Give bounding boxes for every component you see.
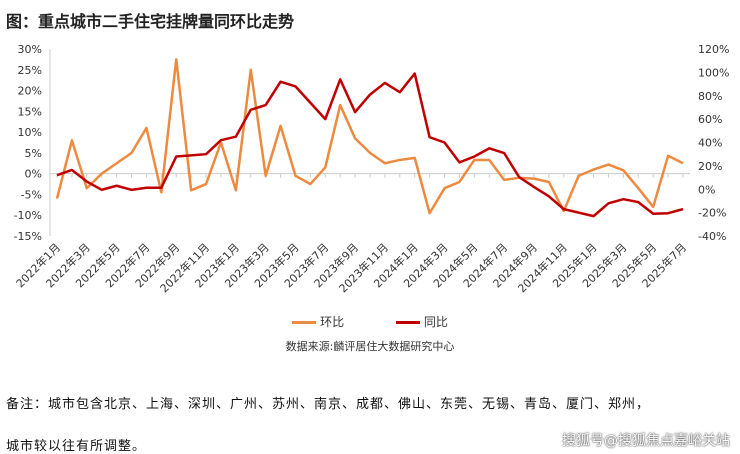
left-axis-tick-label: 10% xyxy=(18,126,42,139)
left-axis-tick-label: 20% xyxy=(18,85,42,98)
chart-title: 图：重点城市二手住宅挂牌量同环比走势 xyxy=(6,12,295,31)
right-axis-tick-label: 80% xyxy=(698,90,722,103)
right-axis-tick-label: 40% xyxy=(698,137,722,150)
legend: 环比 同比 xyxy=(0,313,740,330)
legend-label: 环比 xyxy=(320,315,345,329)
legend-swatch xyxy=(292,321,317,324)
left-axis-tick-label: 5% xyxy=(25,147,42,160)
left-axis-tick-label: -15% xyxy=(14,230,42,243)
watermark: 搜狐号@搜狐焦点嘉峪关站 xyxy=(562,433,730,449)
left-axis-tick-label: -5% xyxy=(21,188,42,201)
source-note: 数据来源:麟评居住大数据研究中心 xyxy=(285,340,455,353)
legend-item-yoy: 同比 xyxy=(395,313,448,330)
right-axis-tick-label: 60% xyxy=(698,113,722,126)
footnote-line-2: 城市较以往有所调整。 xyxy=(6,439,147,454)
right-axis-tick-label: 0% xyxy=(698,183,715,196)
left-axis-tick-label: 25% xyxy=(18,64,42,77)
right-axis-tick-label: -20% xyxy=(698,207,726,220)
left-axis-tick-label: 30% xyxy=(18,43,42,56)
chart: 30% 25% 20% 15% 10% 5% 0% -5% -10% -15% 120% 100% 80… xyxy=(13,43,730,295)
right-axis-tick-label: 100% xyxy=(698,66,729,79)
right-axis-tick-label: -40% xyxy=(698,230,726,243)
left-axis-tick-label: 15% xyxy=(18,105,42,118)
right-axis-tick-label: 120% xyxy=(698,43,729,56)
legend-item-mom: 环比 xyxy=(292,313,344,330)
left-axis-tick-label: 0% xyxy=(25,168,42,181)
series-line-mom xyxy=(55,58,684,215)
legend-label: 同比 xyxy=(423,315,448,329)
legend-swatch xyxy=(395,321,420,324)
left-axis-tick-label: -10% xyxy=(14,209,42,222)
right-axis-tick-label: 20% xyxy=(698,160,722,173)
footnote-line-1: 备注：城市包含北京、上海、深圳、广州、苏州、南京、成都、佛山、东莞、无锡、青岛、… xyxy=(6,397,651,412)
